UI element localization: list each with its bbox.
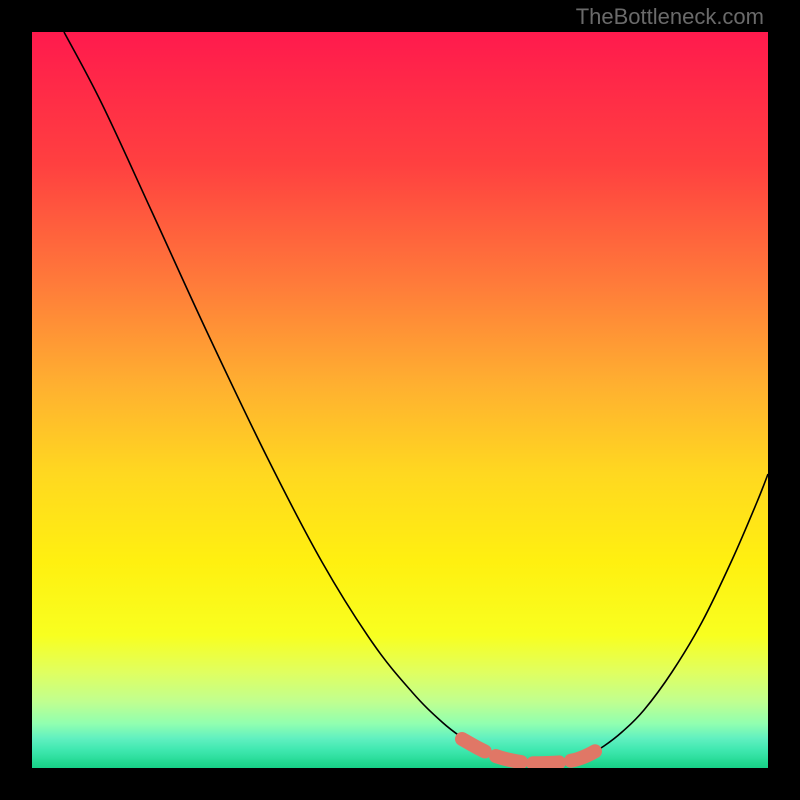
- optimal-range-marker: [462, 739, 605, 763]
- plot-area: [32, 32, 768, 768]
- bottleneck-curve: [64, 32, 768, 763]
- chart-frame: TheBottleneck.com: [0, 0, 800, 800]
- curve-layer: [32, 32, 768, 768]
- watermark-text: TheBottleneck.com: [576, 4, 764, 30]
